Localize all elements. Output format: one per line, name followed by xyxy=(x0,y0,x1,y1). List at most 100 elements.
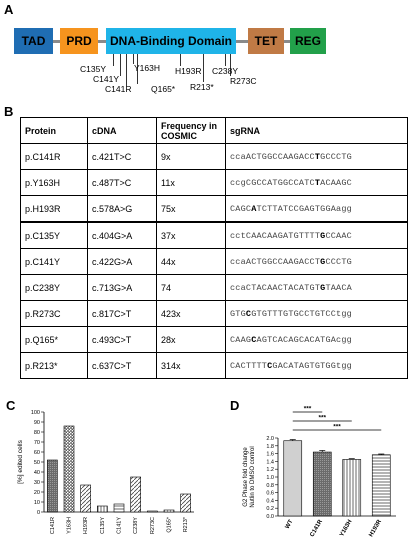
cell-cdna: c.422G>A xyxy=(87,248,157,275)
bar xyxy=(130,476,141,513)
sgrna-target-base: C xyxy=(245,308,252,319)
x-tick-label: C135Y xyxy=(100,517,106,534)
cell-sgrna: CAAGCAGTCACAGCACATGAcgg xyxy=(225,326,408,353)
x-tick-label: Q165* xyxy=(166,516,172,532)
y-tick-label: 1.2 xyxy=(266,467,274,473)
sgrna-target-base: A xyxy=(251,203,257,214)
mutation-tick xyxy=(133,54,134,64)
x-tick-label: R273C xyxy=(150,517,156,534)
y-tick-label: 70 xyxy=(34,440,40,446)
g2-phase-chart: 0.0 0.2 0.40.6 0.8 1.0 1.2 1.41.6 1.8 2.0 G2 Phas… xyxy=(243,406,396,538)
x-tick-label: C141Y xyxy=(116,517,122,534)
table-header-row: Protein cDNA Frequency in COSMIC sgRNA xyxy=(20,117,408,144)
y-tick-label: 80 xyxy=(34,430,40,436)
y-axis-label: G2 Phase fold changeNutlin to DMSO contr… xyxy=(243,446,256,507)
cell-protein: p.C135Y xyxy=(20,221,88,249)
mutation-label: Q165* xyxy=(151,84,176,94)
sgrna-target-base: G xyxy=(320,230,326,241)
x-tick-label: C141R xyxy=(50,517,56,534)
domain-dna-binding: DNA-Binding Domain xyxy=(106,28,236,54)
cell-frequency: 37x xyxy=(156,221,226,249)
cell-protein: p.Y163H xyxy=(20,169,88,196)
sgrna-prefix: CAGC xyxy=(230,203,252,214)
sgrna-prefix: GTG xyxy=(230,308,246,319)
cell-protein: p.C238Y xyxy=(20,274,88,301)
cell-sgrna: GTGCGTGTTTGTGCCTGTCCtgg xyxy=(225,300,408,327)
cell-frequency: 74 xyxy=(156,274,226,301)
cell-sgrna: cctCAACAAGATGTTTTGCCAAC xyxy=(225,221,408,249)
y-tick-label: 10 xyxy=(34,500,40,506)
table-row: p.Y163H c.487T>C 11x ccgCGCCATGGCCATCTACAAG… xyxy=(20,169,408,196)
sgrna-target-base: C xyxy=(267,360,273,371)
cell-protein: p.R273C xyxy=(20,300,88,327)
cell-frequency: 11x xyxy=(156,169,226,196)
bar xyxy=(63,425,75,513)
mutation-label: C141Y xyxy=(93,74,119,84)
sgrna-suffix: AGTCACAGCACATGAcgg xyxy=(256,334,352,345)
y-tick-label: 0.2 xyxy=(266,506,274,512)
cell-sgrna: ccaACTGGCCAAGACCTGCCCTG xyxy=(225,143,408,170)
y-tick-label: 30 xyxy=(34,480,40,486)
cell-protein: p.R213* xyxy=(20,352,88,379)
sgrna-target-base: C xyxy=(251,334,257,345)
mutation-tick xyxy=(230,54,231,76)
domain-label: TET xyxy=(254,34,278,48)
x-tick-label: WT xyxy=(285,519,295,530)
mutation-label: H193R xyxy=(175,66,202,76)
col-header-protein: Protein xyxy=(20,117,88,144)
domain-label: PRD xyxy=(66,34,92,48)
cell-frequency: 423x xyxy=(156,300,226,327)
cell-frequency: 9x xyxy=(156,143,226,170)
x-tick-label: H193R xyxy=(83,517,89,534)
mutation-label: C141R xyxy=(105,84,132,94)
cell-frequency: 28x xyxy=(156,326,226,353)
cell-protein: p.H193R xyxy=(20,195,88,223)
mutation-tick xyxy=(203,54,204,82)
bar xyxy=(80,484,91,513)
sgrna-suffix: CCAAC xyxy=(325,230,352,241)
sgrna-prefix: CACTTTT xyxy=(230,360,268,371)
domain-label: DNA-Binding Domain xyxy=(110,34,232,48)
cell-protein: p.Q165* xyxy=(20,326,88,353)
y-tick-label: 90 xyxy=(34,420,40,426)
table-row: p.C141Y c.422G>A 44x ccaACTGGCCAAGACCTGCCCT… xyxy=(20,248,408,275)
mutation-tick xyxy=(137,54,138,84)
bar xyxy=(113,503,125,513)
y-tick-label: 60 xyxy=(34,450,40,456)
mutation-tick xyxy=(225,54,226,66)
y-tick-label: 50 xyxy=(34,460,40,466)
table-row: p.H193R c.578A>G 75x CAGCATCTTATCCGAGTGGAag… xyxy=(20,195,408,223)
bar xyxy=(163,509,175,513)
bar xyxy=(47,459,58,513)
col-header-sgrna: sgRNA xyxy=(225,117,408,144)
bar xyxy=(371,454,391,517)
y-tick-label: 0.6 xyxy=(266,491,274,497)
significance-stars: *** xyxy=(318,415,326,422)
cell-cdna: c.713G>A xyxy=(87,274,157,301)
cell-sgrna: ccaACTGGCCAAGACCTGCCCTG xyxy=(225,248,408,275)
y-tick-label: 0.4 xyxy=(266,498,274,504)
bar xyxy=(312,451,332,517)
sgrna-target-base: G xyxy=(320,256,326,267)
domain-reg: REG xyxy=(290,28,326,54)
sgrna-prefix: cctCAACAAGATGTTTT xyxy=(230,230,321,241)
cell-frequency: 314x xyxy=(156,352,226,379)
bar xyxy=(283,440,303,517)
mutation-table: Protein cDNA Frequency in COSMIC sgRNA p… xyxy=(20,117,408,379)
sgrna-suffix: TCTTATCCGAGTGGAagg xyxy=(256,203,352,214)
x-tick-label: R213* xyxy=(183,516,189,532)
table-row: p.R213* c.637C>T 314x CACTTTTCGACATAGTGTGGt… xyxy=(20,352,408,379)
y-axis-label: [%] edited cells xyxy=(17,439,24,483)
sgrna-suffix: GACATAGTGTGGtgg xyxy=(272,360,352,371)
domain-tad: TAD xyxy=(14,28,53,54)
mutation-tick xyxy=(120,54,121,76)
sgrna-suffix: CCCTG xyxy=(325,256,352,267)
bar xyxy=(147,510,158,513)
significance-stars: *** xyxy=(304,406,312,413)
y-tick-label: 20 xyxy=(34,490,40,496)
cell-sgrna: CACTTTTCGACATAGTGTGGtgg xyxy=(225,352,408,379)
y-tick-label: 0 xyxy=(37,510,40,516)
table-row: p.C238Y c.713G>A 74 ccaCTACAACTACATGTGTAACA xyxy=(20,274,408,301)
cell-cdna: c.421T>C xyxy=(87,143,157,170)
y-tick-label: 1.4 xyxy=(266,459,274,465)
